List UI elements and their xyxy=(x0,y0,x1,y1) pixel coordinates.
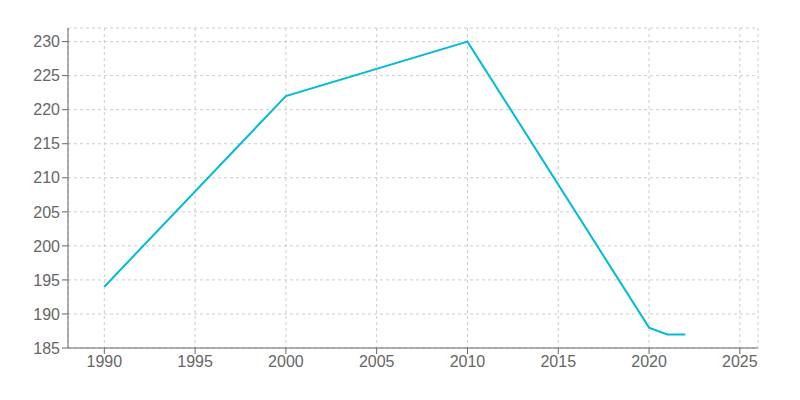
svg-text:190: 190 xyxy=(33,306,60,323)
svg-text:2005: 2005 xyxy=(359,353,395,370)
svg-text:210: 210 xyxy=(33,169,60,186)
svg-text:2010: 2010 xyxy=(450,353,486,370)
svg-text:2020: 2020 xyxy=(631,353,667,370)
svg-text:200: 200 xyxy=(33,238,60,255)
svg-text:225: 225 xyxy=(33,67,60,84)
svg-text:230: 230 xyxy=(33,33,60,50)
svg-text:1990: 1990 xyxy=(87,353,123,370)
svg-text:215: 215 xyxy=(33,135,60,152)
svg-text:205: 205 xyxy=(33,204,60,221)
svg-text:2025: 2025 xyxy=(722,353,758,370)
svg-text:2000: 2000 xyxy=(268,353,304,370)
svg-text:195: 195 xyxy=(33,272,60,289)
svg-text:220: 220 xyxy=(33,101,60,118)
svg-text:185: 185 xyxy=(33,340,60,357)
svg-text:2015: 2015 xyxy=(540,353,576,370)
svg-text:1995: 1995 xyxy=(177,353,213,370)
